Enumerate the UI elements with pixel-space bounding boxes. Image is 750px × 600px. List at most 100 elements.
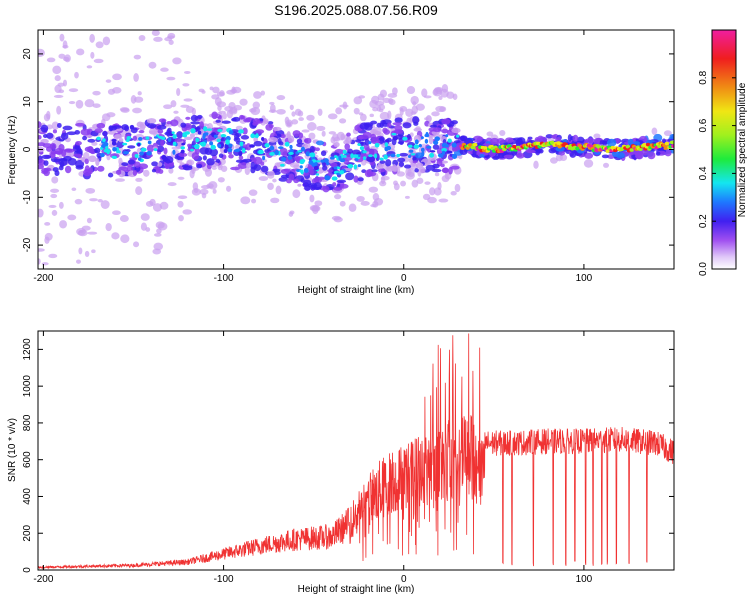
snr-series xyxy=(38,333,674,570)
band-blob xyxy=(127,145,136,149)
core-blob xyxy=(594,148,599,152)
bright-blob xyxy=(424,138,429,144)
noise-blob xyxy=(441,84,449,93)
bright-blob xyxy=(181,142,186,146)
noise-blob xyxy=(431,111,440,117)
y-tick-label: 800 xyxy=(22,414,33,431)
band-blob xyxy=(302,171,310,176)
band-blob xyxy=(166,121,173,125)
bright-blob xyxy=(387,153,391,157)
bright-blob xyxy=(420,147,425,152)
noise-blob xyxy=(75,99,84,109)
bright-blob xyxy=(280,163,285,167)
noise-blob xyxy=(133,73,139,82)
noise-blob xyxy=(603,162,610,168)
bright-blob xyxy=(352,154,359,158)
bright-blob xyxy=(161,155,167,160)
band-blob xyxy=(237,161,248,170)
noise-blob xyxy=(272,178,277,183)
noise-blob xyxy=(166,76,176,81)
band-blob xyxy=(156,124,167,130)
band-blob xyxy=(503,154,513,159)
noise-blob xyxy=(135,186,143,196)
noise-blob xyxy=(152,203,163,212)
band-blob xyxy=(392,122,402,126)
bright-blob xyxy=(284,141,290,147)
band-blob xyxy=(655,151,661,156)
band-blob xyxy=(253,140,263,147)
bright-blob xyxy=(425,131,429,137)
x-tick-label: 0 xyxy=(401,574,407,585)
band-blob xyxy=(187,143,192,148)
band-blob xyxy=(253,156,263,165)
bright-blob xyxy=(350,153,354,159)
noise-blob xyxy=(177,176,185,180)
bright-blob xyxy=(359,146,365,151)
noise-blob xyxy=(183,98,193,102)
band-blob xyxy=(43,160,49,166)
bright-blob xyxy=(421,151,425,157)
noise-blob xyxy=(233,104,242,111)
band-blob xyxy=(555,146,565,152)
bright-blob xyxy=(227,147,233,153)
noise-blob xyxy=(379,111,390,121)
bright-blob xyxy=(299,165,303,169)
band-blob xyxy=(102,131,108,137)
band-blob xyxy=(38,121,42,128)
noise-blob xyxy=(156,228,162,234)
noise-blob xyxy=(410,111,417,115)
band-blob xyxy=(387,122,392,128)
noise-blob xyxy=(112,210,121,216)
noise-blob xyxy=(140,213,150,221)
x-tick-label: -100 xyxy=(214,273,234,284)
bright-blob xyxy=(172,141,177,146)
band-blob xyxy=(413,127,422,132)
noise-blob xyxy=(112,73,122,81)
band-blob xyxy=(278,177,288,182)
noise-blob xyxy=(56,105,62,115)
noise-blob xyxy=(153,233,162,237)
band-blob xyxy=(280,168,290,174)
band-blob xyxy=(394,117,403,124)
band-blob xyxy=(393,129,404,134)
noise-blob xyxy=(405,108,414,117)
bright-blob xyxy=(182,133,188,138)
noise-blob xyxy=(411,179,419,188)
band-blob xyxy=(189,133,196,138)
band-blob xyxy=(361,169,367,174)
band-blob xyxy=(38,142,46,147)
noise-blob xyxy=(211,166,217,170)
band-blob xyxy=(106,129,117,135)
band-blob xyxy=(379,160,386,164)
bright-blob xyxy=(326,161,330,166)
noise-blob xyxy=(268,109,277,113)
band-blob xyxy=(49,142,57,150)
noise-blob xyxy=(253,91,262,99)
noise-blob xyxy=(393,180,398,186)
noise-blob xyxy=(120,107,130,113)
band-blob xyxy=(63,155,72,162)
band-blob xyxy=(211,111,218,120)
noise-blob xyxy=(44,232,53,241)
noise-blob xyxy=(360,201,370,206)
noise-blob xyxy=(270,197,280,204)
noise-blob xyxy=(148,61,157,69)
noise-blob xyxy=(226,109,233,119)
core-blob xyxy=(638,147,643,152)
noise-blob xyxy=(177,200,184,208)
noise-blob xyxy=(201,192,207,199)
noise-blob xyxy=(454,183,461,193)
band-blob xyxy=(215,119,221,123)
bright-blob xyxy=(167,137,172,143)
noise-blob xyxy=(217,105,222,112)
bright-blob xyxy=(172,134,177,139)
band-blob xyxy=(157,162,163,167)
band-blob xyxy=(371,169,378,173)
bright-blob xyxy=(264,143,270,148)
noise-blob xyxy=(314,200,323,207)
band-blob xyxy=(432,144,440,150)
band-blob xyxy=(260,165,269,173)
noise-blob xyxy=(392,87,398,95)
bright-blob xyxy=(299,169,304,173)
bright-blob xyxy=(122,142,128,146)
